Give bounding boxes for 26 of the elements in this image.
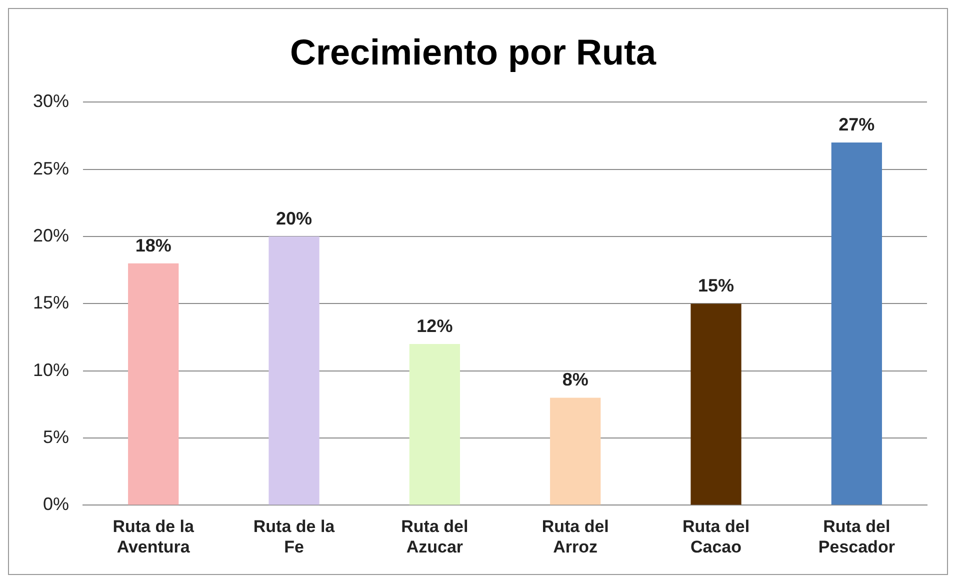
bar (268, 236, 320, 505)
data-label: 18% (135, 235, 172, 256)
x-tick-label: Ruta de la Aventura (112, 517, 195, 556)
y-tick-label: 15% (32, 292, 70, 313)
x-tick-label: Ruta del Azucar (401, 517, 468, 556)
bar (550, 398, 601, 505)
data-label: 20% (276, 208, 312, 228)
y-tick-label: 20% (32, 226, 70, 246)
data-label: 12% (416, 316, 453, 336)
bar (690, 304, 742, 505)
bar (831, 142, 882, 505)
x-tick-label: Ruta del Cacao (682, 517, 750, 556)
data-label: 8% (562, 370, 588, 390)
y-tick-label: 0% (43, 494, 70, 514)
x-tick-label: Ruta de la Fe (253, 517, 336, 556)
bar (409, 344, 460, 505)
y-tick-label: 25% (32, 158, 70, 178)
y-tick-label: 5% (43, 427, 70, 447)
bar (128, 263, 179, 505)
x-tick-label: Ruta del Arroz (542, 517, 609, 556)
chart-title: Crecimiento por Ruta (290, 32, 657, 73)
y-tick-label: 30% (32, 91, 70, 112)
data-label: 15% (698, 276, 734, 296)
x-tick-label: Ruta del Pescador (818, 517, 896, 556)
data-label: 27% (838, 114, 875, 134)
y-tick-label: 10% (32, 360, 70, 380)
